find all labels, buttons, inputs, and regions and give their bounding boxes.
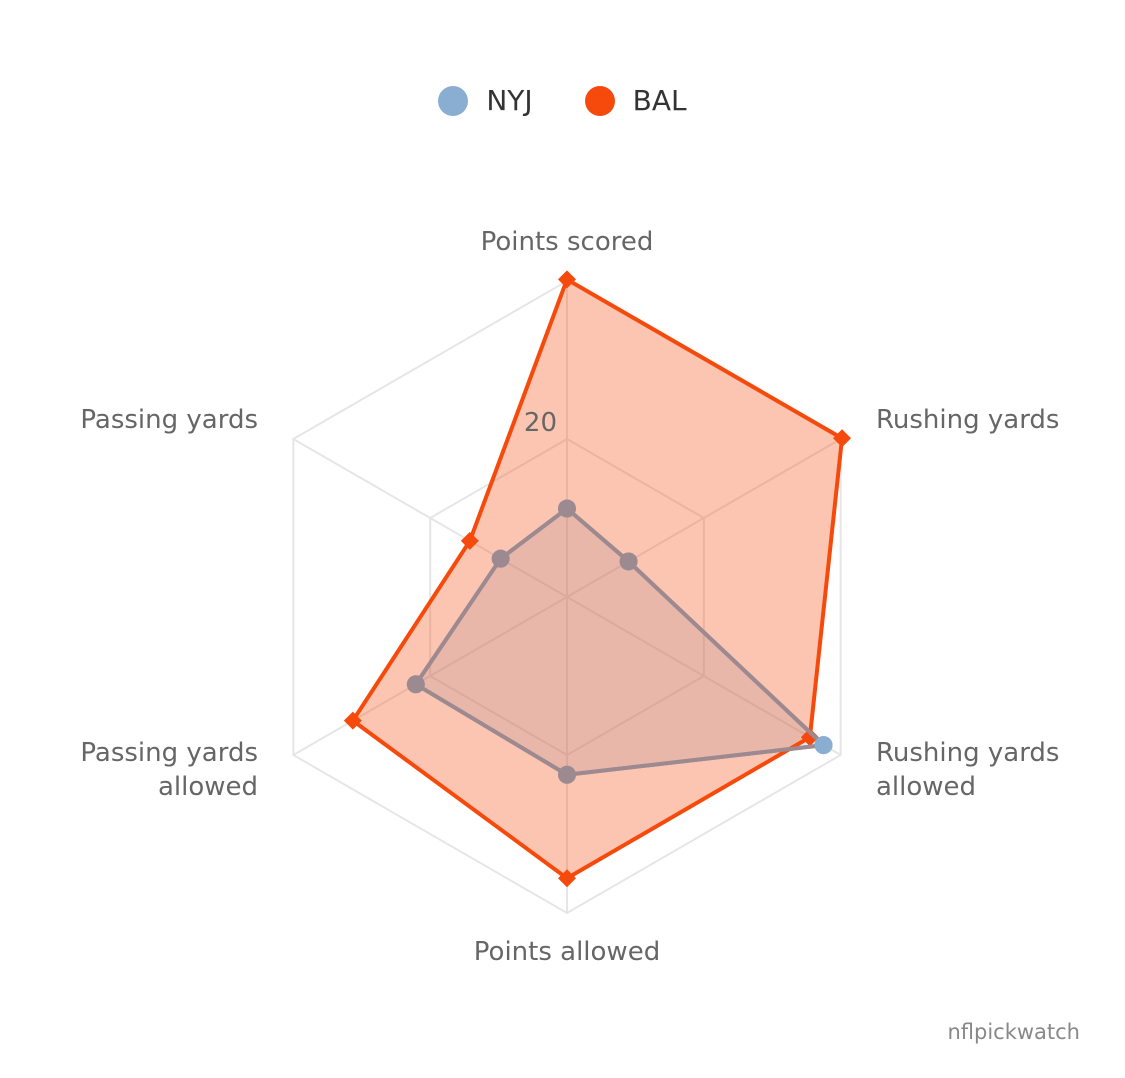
point-nyj-overlay-2 [619,552,638,571]
category-label-6: Passing yards [80,405,258,435]
series-area-bal [350,277,845,881]
category-label-1: Points scored [481,227,654,257]
legend-swatch-bal [584,85,615,116]
point-bal-1[interactable] [558,270,576,289]
radar-series [343,270,852,888]
legend-label-bal: BAL [632,84,687,117]
credit-text: nflpickwatch [947,1020,1080,1044]
point-bal-2[interactable] [833,429,852,448]
category-label-4: Points allowed [474,937,660,967]
radial-tick-label: 20 [524,408,557,438]
legend-item-nyj[interactable]: NYJ [438,84,533,117]
grid-spoke-5 [292,596,568,756]
category-label-5: Passing yards allowed [80,738,258,802]
point-bal-4[interactable] [558,869,576,888]
radar-labels: 20 Points scored Rushing yards Rushing yard… [80,227,1059,967]
grid-spoke-2 [566,438,842,598]
chart-legend: NYJ BAL [0,84,1125,117]
category-label-2: Rushing yards [876,405,1059,435]
point-nyj-overlay-1 [558,499,576,518]
grid-spoke-3 [566,596,842,756]
point-bal-5[interactable] [343,711,362,730]
point-nyj-overlay-5 [406,675,425,694]
category-label-3: Rushing yards allowed [876,738,1059,802]
point-nyj-overlay-6 [491,549,510,568]
grid-spoke-6 [292,438,568,598]
point-bal-6[interactable] [460,531,479,550]
legend-swatch-nyj [438,85,469,116]
point-nyj-overlay-4 [558,765,576,784]
legend-label-nyj: NYJ [486,84,533,117]
point-bal-3[interactable] [800,728,819,747]
legend-item-bal[interactable]: BAL [584,84,687,117]
point-nyj-overlay-3 [814,736,833,755]
